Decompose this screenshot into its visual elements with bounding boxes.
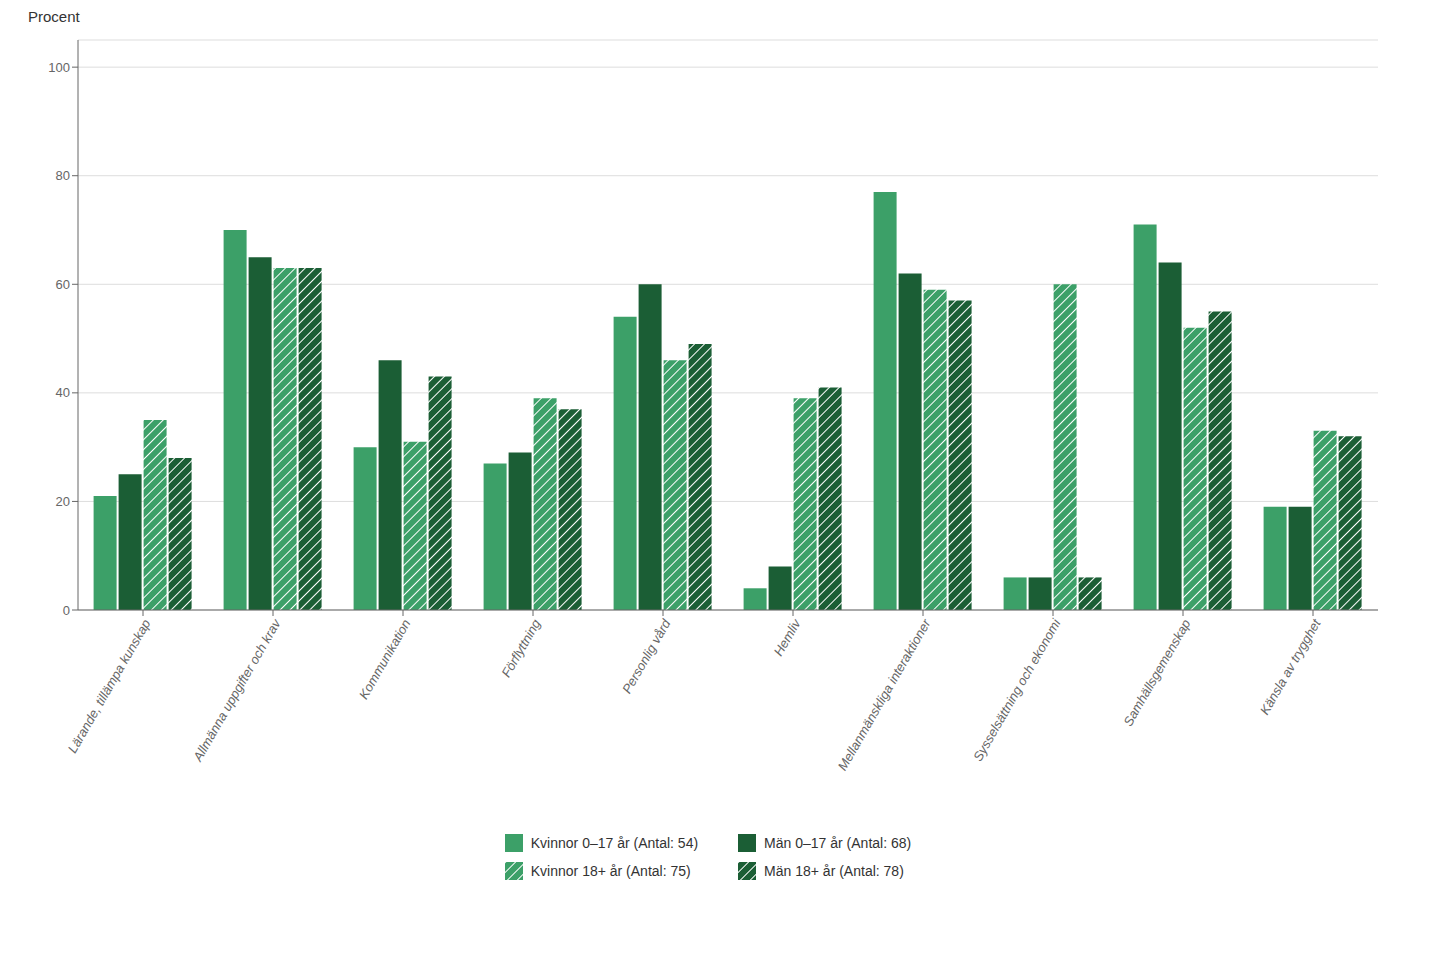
svg-text:Personlig vård: Personlig vård	[619, 616, 674, 696]
svg-text:20: 20	[56, 494, 70, 509]
svg-text:Sysselsättning och ekonomi: Sysselsättning och ekonomi	[970, 616, 1064, 764]
svg-text:Samhällsgemenskap: Samhällsgemenskap	[1120, 617, 1193, 729]
html-text:Kvinnor 0–17 år (Antal: 54): Kvinnor 0–17 år (Antal: 54)	[530, 835, 699, 851]
svg-text:Förflyttning: Förflyttning	[498, 616, 544, 680]
svg-text:40: 40	[56, 385, 70, 400]
html-text:Män 18+ år (Antal: 78): Män 18+ år (Antal: 78)	[764, 863, 904, 879]
svg-text:Kommunikation: Kommunikation	[356, 617, 414, 702]
html-text:Kvinnor 18+ år (Antal: 75): Kvinnor 18+ år (Antal: 75)	[530, 863, 691, 879]
svg-text:Allmänna uppgifter och krav: Allmänna uppgifter och krav	[190, 615, 285, 764]
svg-text:100: 100	[48, 60, 70, 75]
svg-text:Mellanmänskliga interaktioner: Mellanmänskliga interaktioner	[835, 616, 934, 773]
svg-text:Hemliv: Hemliv	[771, 615, 805, 658]
svg-text:Lärande, tillämpa kunskap: Lärande, tillämpa kunskap	[65, 617, 154, 756]
svg-text:Känsla av trygghet: Känsla av trygghet	[1257, 615, 1325, 717]
svg-text:80: 80	[56, 168, 70, 183]
svg-text:0: 0	[63, 603, 70, 618]
svg-text:60: 60	[56, 277, 70, 292]
html-text:Procent: Procent	[28, 8, 80, 25]
html-text:Män 0–17 år (Antal: 68): Män 0–17 år (Antal: 68)	[764, 835, 912, 851]
